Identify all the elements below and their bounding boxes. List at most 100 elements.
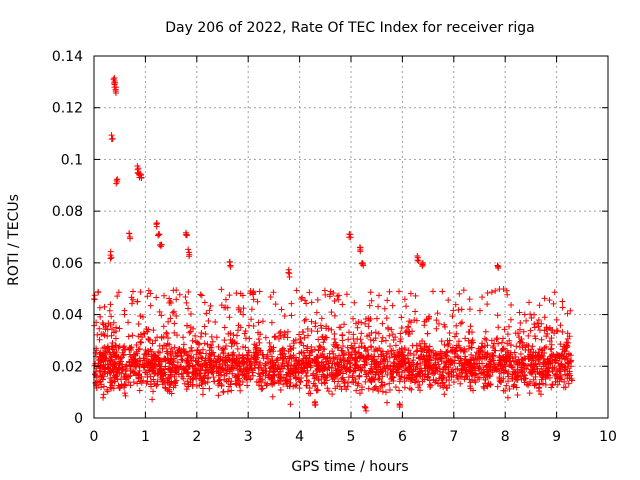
data-point (468, 344, 475, 351)
data-point (128, 344, 135, 351)
data-point (203, 361, 210, 368)
data-point (359, 259, 366, 266)
data-point (329, 360, 336, 367)
data-point (350, 315, 357, 322)
data-point (396, 403, 403, 410)
data-point (268, 380, 275, 387)
x-tick-label: 2 (192, 429, 201, 445)
data-point (318, 315, 325, 322)
data-point (98, 331, 105, 338)
data-point (437, 382, 444, 389)
data-point (109, 339, 116, 346)
data-point (218, 286, 225, 293)
data-point (312, 323, 319, 330)
data-point (315, 376, 322, 383)
data-point (530, 376, 537, 383)
data-point (405, 323, 412, 330)
data-point (222, 304, 229, 311)
data-point (531, 311, 538, 318)
data-point (263, 360, 270, 367)
data-point (552, 378, 559, 385)
data-point (121, 390, 128, 397)
data-point (104, 365, 111, 372)
y-tick-label: 0.08 (52, 204, 83, 220)
data-point (531, 321, 538, 328)
data-point (428, 349, 435, 356)
data-point (259, 318, 266, 325)
data-point (511, 381, 518, 388)
data-point (527, 327, 534, 334)
data-point (202, 330, 209, 337)
data-point (413, 342, 420, 349)
data-point (377, 358, 384, 365)
data-point (343, 365, 350, 372)
data-point (107, 321, 114, 328)
data-point (229, 360, 236, 367)
data-point (137, 338, 144, 345)
data-point (514, 392, 521, 399)
data-point (390, 337, 397, 344)
data-point (130, 369, 137, 376)
data-point (368, 344, 375, 351)
data-point (229, 351, 236, 358)
data-point (469, 329, 476, 336)
data-point (434, 310, 441, 317)
data-point (188, 344, 195, 351)
data-point (445, 340, 452, 347)
data-point (162, 385, 169, 392)
data-point (308, 299, 315, 306)
data-point (548, 384, 555, 391)
data-point (256, 361, 263, 368)
data-point (184, 370, 191, 377)
data-point (427, 382, 434, 389)
data-point (250, 372, 257, 379)
data-point (352, 375, 359, 382)
data-point (406, 368, 413, 375)
data-point (392, 384, 399, 391)
data-point (96, 304, 103, 311)
data-point (419, 261, 426, 268)
data-point (162, 371, 169, 378)
data-point (546, 297, 553, 304)
data-point (535, 317, 542, 324)
data-point (137, 288, 144, 295)
data-point (129, 288, 136, 295)
data-point (288, 312, 295, 319)
data-point (441, 391, 448, 398)
data-point (379, 348, 386, 355)
data-point (200, 385, 207, 392)
data-point (107, 301, 114, 308)
data-point (516, 358, 523, 365)
data-point (304, 332, 311, 339)
data-point (341, 321, 348, 328)
data-point (308, 344, 315, 351)
data-point (292, 363, 299, 370)
data-point (290, 383, 297, 390)
data-point (446, 377, 453, 384)
data-point (535, 323, 542, 330)
data-point (161, 292, 168, 299)
data-point (445, 297, 452, 304)
data-point (126, 359, 133, 366)
data-point (306, 349, 313, 356)
data-point (97, 313, 104, 320)
data-point (334, 370, 341, 377)
data-point (147, 381, 154, 388)
data-point (180, 346, 187, 353)
data-point (485, 369, 492, 376)
data-point (269, 393, 276, 400)
data-point (458, 367, 465, 374)
data-point (379, 320, 386, 327)
data-point (479, 340, 486, 347)
data-point (303, 300, 310, 307)
data-point (536, 302, 543, 309)
data-point (541, 314, 548, 321)
data-point (108, 313, 115, 320)
data-point (344, 358, 351, 365)
data-point (267, 294, 274, 301)
data-point (279, 359, 286, 366)
data-point (411, 317, 418, 324)
data-point (248, 360, 255, 367)
data-point (447, 361, 454, 368)
data-point (253, 378, 260, 385)
